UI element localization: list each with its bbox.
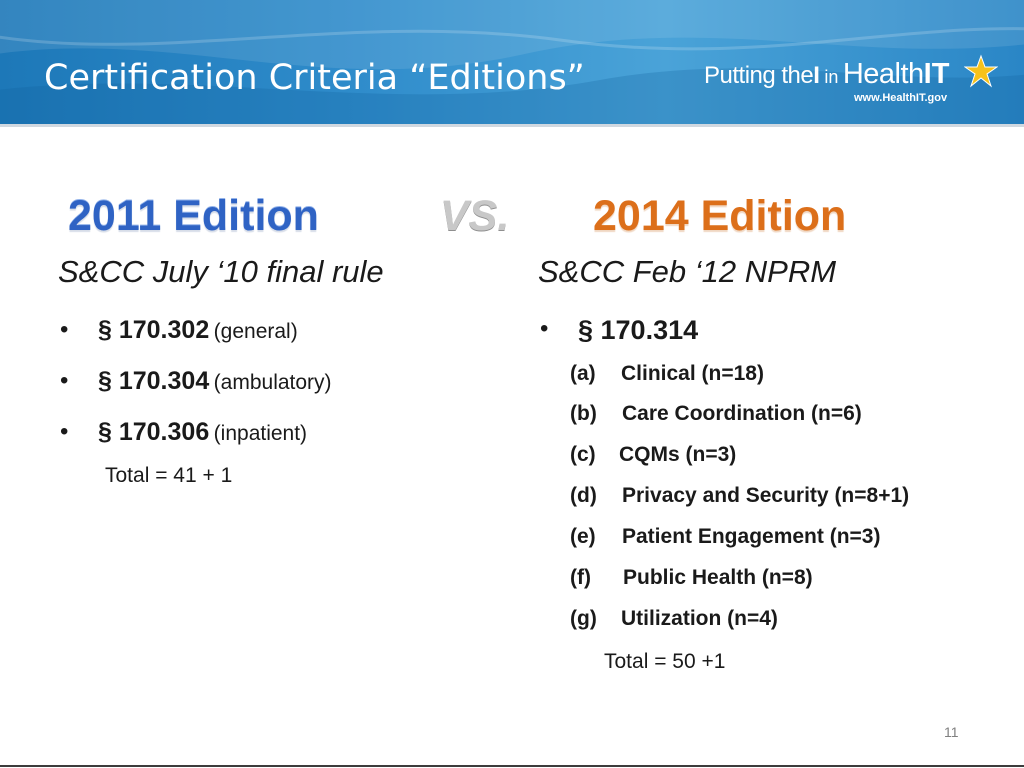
criteria-label: Public Health (n=8): [623, 566, 813, 589]
criteria-letter: (b): [570, 402, 597, 425]
section-note: (general): [213, 320, 298, 343]
criteria-letter: (e): [570, 525, 596, 548]
section-number: § 170.304: [98, 367, 210, 395]
criteria-letter: (c): [570, 443, 596, 466]
section-number: § 170.306: [98, 418, 210, 446]
bullet-icon: •: [60, 418, 69, 445]
total-2011: Total = 41 + 1: [105, 464, 233, 487]
heading-2014-edition: 2014 Edition: [593, 192, 847, 240]
section-number: § 170.302: [98, 316, 210, 344]
criteria-label: CQMs (n=3): [619, 443, 737, 466]
list-item-text: § 170.304 (ambulatory): [98, 367, 332, 396]
criteria-letter: (a): [570, 362, 596, 385]
slide-title: Certification Criteria “Editions”: [44, 58, 585, 98]
criteria-label: Care Coordination (n=6): [622, 402, 862, 425]
banner-wave-decoration: [0, 0, 1024, 124]
subtitle-2011: S&CC July ‘10 final rule: [58, 254, 384, 289]
heading-vs: VS.: [440, 192, 510, 240]
section-number: § 170.314: [578, 315, 699, 345]
title-banner: Certification Criteria “Editions” Puttin…: [0, 0, 1024, 124]
criteria-label: Patient Engagement (n=3): [622, 525, 881, 548]
footer-divider: [0, 765, 1024, 767]
logo-text-health: Health: [842, 58, 924, 90]
list-item-text: § 170.306 (inpatient): [98, 418, 307, 447]
list-item-text: § 170.302 (general): [98, 316, 298, 345]
total-2014: Total = 50 +1: [604, 650, 726, 673]
criteria-label: Utilization (n=4): [621, 607, 778, 630]
list-item-text: § 170.314: [578, 315, 698, 346]
section-note: (inpatient): [213, 422, 308, 445]
criteria-letter: (f): [570, 566, 591, 589]
bullet-icon: •: [60, 316, 69, 343]
page-number: 11: [944, 724, 959, 740]
criteria-letter: (g): [570, 607, 597, 630]
logo-text-it: IT: [923, 58, 950, 90]
header-divider: [0, 124, 1024, 127]
criteria-label: Privacy and Security (n=8+1): [622, 484, 910, 507]
logo-text-i: I: [813, 62, 820, 89]
criteria-label: Clinical (n=18): [621, 362, 764, 385]
bullet-icon: •: [540, 315, 549, 342]
section-note: (ambulatory): [213, 371, 332, 394]
subtitle-2014: S&CC Feb ‘12 NPRM: [538, 254, 837, 289]
logo-text: Putting theI in HealthIT: [704, 58, 949, 91]
star-icon: [964, 54, 998, 88]
logo-text-putting: Putting the: [704, 62, 814, 89]
healthit-logo: Putting theI in HealthIT www.HealthIT.go…: [704, 52, 1004, 112]
criteria-letter: (d): [570, 484, 597, 507]
heading-2011-edition: 2011 Edition: [68, 192, 319, 240]
bullet-icon: •: [60, 367, 69, 394]
logo-text-in: in: [824, 67, 839, 87]
logo-url: www.HealthIT.gov: [854, 92, 948, 104]
